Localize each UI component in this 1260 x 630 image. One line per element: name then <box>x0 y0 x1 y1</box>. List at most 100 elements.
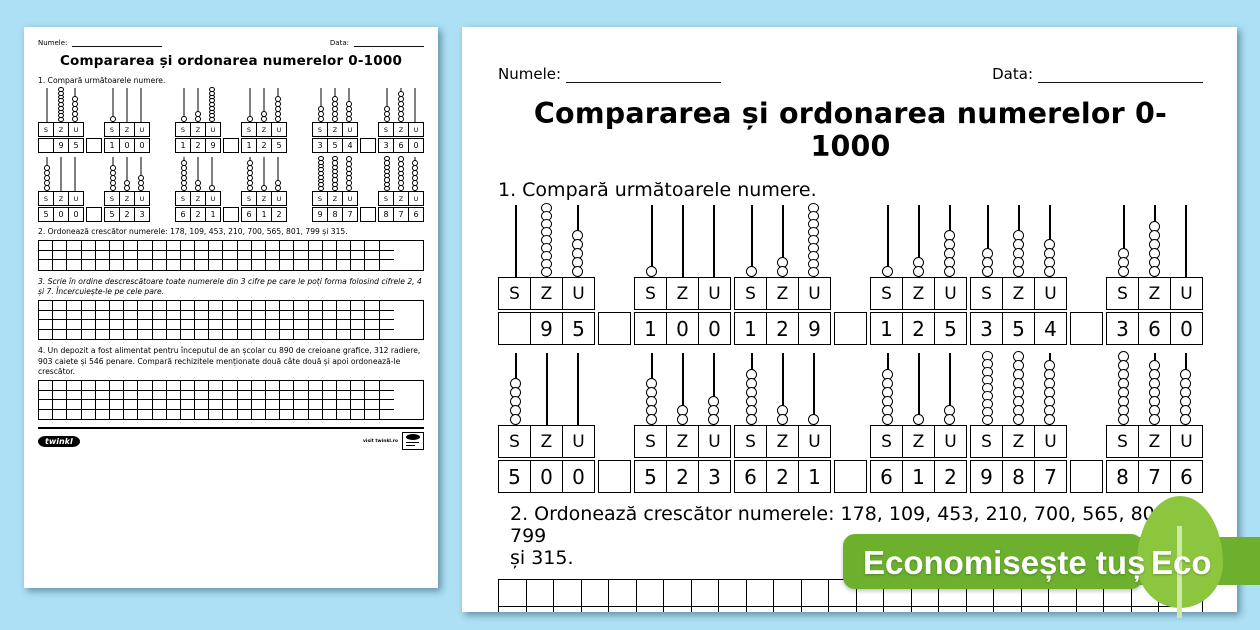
grid-cell[interactable] <box>336 381 352 391</box>
grid-cell[interactable] <box>308 400 323 410</box>
grid-cell[interactable] <box>124 400 139 410</box>
grid-cell[interactable] <box>336 400 352 410</box>
grid-cell[interactable] <box>109 301 125 311</box>
grid-cell[interactable] <box>379 241 394 251</box>
grid-cell[interactable] <box>691 580 719 607</box>
grid-cell[interactable] <box>124 260 139 270</box>
grid-cell[interactable] <box>209 400 224 410</box>
grid-cell[interactable] <box>138 260 153 270</box>
grid-cell[interactable] <box>1049 580 1077 607</box>
grid-cell[interactable] <box>109 390 125 400</box>
grid-cell[interactable] <box>379 311 394 321</box>
grid-cell[interactable] <box>322 250 337 261</box>
eco-banner-bar[interactable] <box>843 534 1143 589</box>
grid-cell[interactable] <box>884 580 912 607</box>
grid-cell[interactable] <box>39 301 54 311</box>
grid-cell[interactable] <box>499 607 527 612</box>
grid-cell[interactable] <box>966 580 994 607</box>
twinkl-logo[interactable]: twinkl <box>38 435 80 447</box>
grid-cell[interactable] <box>124 241 139 251</box>
grid-cell[interactable] <box>237 400 252 410</box>
grid-cell[interactable] <box>82 329 96 340</box>
grid-cell[interactable] <box>95 390 110 400</box>
grid-cell[interactable] <box>365 310 380 321</box>
grid-cell[interactable] <box>53 250 68 261</box>
grid-cell[interactable] <box>994 607 1022 612</box>
grid-cell[interactable] <box>912 607 939 612</box>
grid-cell[interactable] <box>237 320 252 330</box>
grid-cell[interactable] <box>209 320 224 330</box>
grid-cell[interactable] <box>266 381 281 391</box>
grid-cell[interactable] <box>266 241 281 251</box>
grid-cell[interactable] <box>379 381 394 391</box>
grid-cell[interactable] <box>209 381 224 391</box>
grid-cell[interactable] <box>195 250 210 261</box>
grid-cell[interactable] <box>124 320 139 330</box>
comparison-sign-box[interactable] <box>598 312 631 345</box>
grid-cell[interactable] <box>152 400 167 410</box>
grid-cell[interactable] <box>280 301 295 311</box>
grid-cell[interactable] <box>180 241 196 251</box>
grid-cell[interactable] <box>351 310 366 321</box>
grid-cell[interactable] <box>67 260 82 270</box>
grid-cell[interactable] <box>153 260 167 270</box>
grid-cell[interactable] <box>266 301 281 311</box>
grid-cell[interactable] <box>379 301 394 311</box>
grid-cell[interactable] <box>223 250 238 261</box>
grid-cell[interactable] <box>365 390 380 400</box>
grid-cell[interactable] <box>223 400 238 410</box>
grid-cell[interactable] <box>309 409 323 419</box>
grid-cell[interactable] <box>237 381 252 391</box>
grid-cell[interactable] <box>967 607 994 612</box>
grid-cell[interactable] <box>223 310 238 321</box>
grid-cell[interactable] <box>67 390 82 400</box>
grid-cell[interactable] <box>95 301 110 311</box>
grid-cell[interactable] <box>582 607 609 612</box>
grid-cell[interactable] <box>209 390 224 400</box>
grid-cell[interactable] <box>308 390 323 400</box>
grid-cell[interactable] <box>96 409 110 419</box>
grid-cell[interactable] <box>67 400 82 410</box>
grid-cell[interactable] <box>365 301 380 311</box>
grid-cell[interactable] <box>81 250 96 261</box>
grid-cell[interactable] <box>223 320 238 330</box>
date-input-rule-main[interactable] <box>1038 68 1203 83</box>
grid-cell[interactable] <box>365 320 380 330</box>
grid-cell[interactable] <box>351 381 366 391</box>
worksheet-page-thumbnail[interactable]: Numele: Data: Compararea și ordonarea nu… <box>24 27 438 588</box>
grid-cell[interactable] <box>323 409 337 419</box>
grid-cell[interactable] <box>323 329 337 340</box>
grid-cell[interactable] <box>124 301 139 311</box>
grid-cell[interactable] <box>95 250 110 261</box>
grid-cell[interactable] <box>223 409 238 419</box>
grid-cell[interactable] <box>884 607 912 612</box>
grid-cell[interactable] <box>124 390 139 400</box>
grid-cell[interactable] <box>527 607 554 612</box>
grid-cell[interactable] <box>53 301 68 311</box>
grid-cell[interactable] <box>81 241 96 251</box>
grid-cell[interactable] <box>138 390 153 400</box>
grid-cell[interactable] <box>81 381 96 391</box>
grid-cell[interactable] <box>110 409 125 419</box>
grid-cell[interactable] <box>181 409 196 419</box>
grid-cell[interactable] <box>294 310 309 321</box>
grid-cell[interactable] <box>53 409 68 419</box>
grid-cell[interactable] <box>82 409 96 419</box>
grid-cell[interactable] <box>67 409 82 419</box>
grid-cell[interactable] <box>266 390 281 400</box>
grid-cell[interactable] <box>251 320 266 330</box>
grid-cell[interactable] <box>180 390 196 400</box>
grid-cell[interactable] <box>195 329 210 340</box>
grid-cell[interactable] <box>829 607 857 612</box>
grid-cell[interactable] <box>856 580 884 607</box>
grid-cell[interactable] <box>692 607 719 612</box>
grid-cell[interactable] <box>95 241 110 251</box>
grid-cell[interactable] <box>280 250 295 261</box>
comparison-sign-box[interactable] <box>834 460 867 493</box>
answer-grid[interactable] <box>38 240 424 271</box>
grid-cell[interactable] <box>166 241 181 251</box>
grid-cell[interactable] <box>294 250 309 261</box>
grid-cell[interactable] <box>266 320 281 330</box>
grid-cell[interactable] <box>138 320 153 330</box>
grid-cell[interactable] <box>308 320 323 330</box>
